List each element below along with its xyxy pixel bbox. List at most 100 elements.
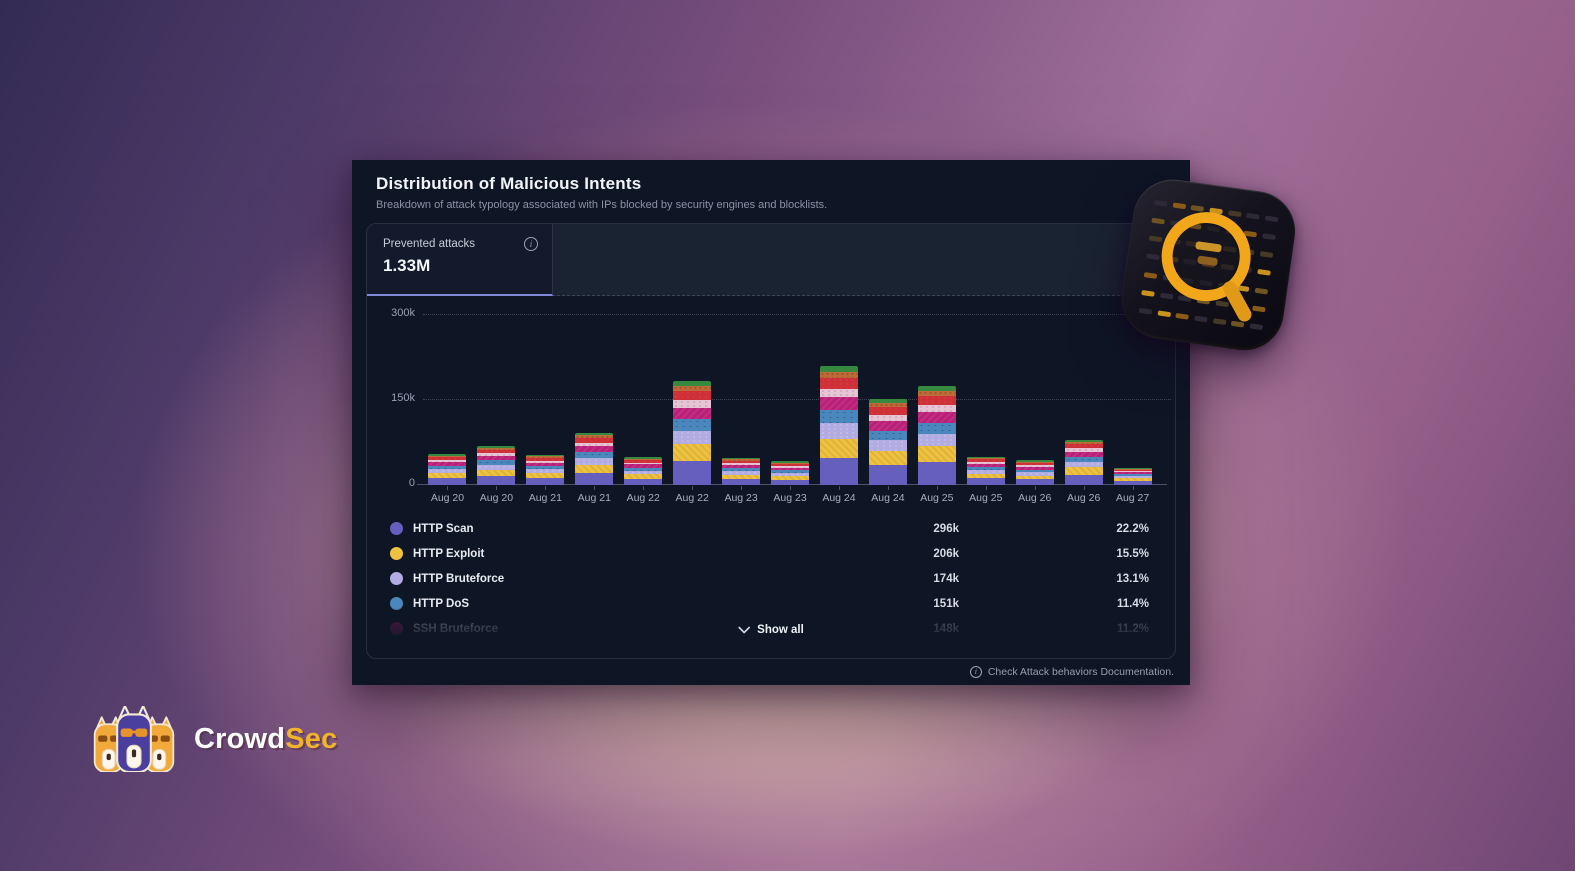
- bar-slot: Aug 20: [423, 296, 472, 504]
- tab-strip: Prevented attacks i 1.33M: [367, 224, 1175, 296]
- x-tick-label: Aug 23: [773, 492, 807, 504]
- stacked-bar-aug-26[interactable]: [1064, 439, 1103, 485]
- segment-other-red: [526, 457, 565, 461]
- x-axis-tick: [985, 486, 987, 490]
- segment-ssh-bruteforce: [1015, 466, 1054, 470]
- stacked-bar-aug-21[interactable]: [526, 454, 565, 485]
- stacked-bar-aug-27[interactable]: [1113, 467, 1152, 485]
- x-tick-label: Aug 20: [479, 492, 514, 504]
- segment-other-red: [575, 437, 614, 443]
- page-title: Distribution of Malicious Intents: [376, 174, 642, 193]
- stacked-bar-aug-20[interactable]: [428, 454, 467, 485]
- legend-row-http-dos[interactable]: HTTP DoS 151k 11.4%: [367, 591, 1175, 616]
- legend-row-http-exploit[interactable]: HTTP Exploit 206k 15.5%: [367, 541, 1175, 566]
- tab-prevented-attacks[interactable]: Prevented attacks i 1.33M: [367, 224, 553, 296]
- segment-other-pink: [722, 463, 761, 466]
- stacked-bar-aug-24[interactable]: [868, 398, 907, 485]
- stacked-bar-aug-22[interactable]: [673, 380, 712, 485]
- segment-http-bruteforce: [428, 469, 467, 474]
- segment-other-orange: [428, 455, 467, 458]
- segment-other-green: [624, 457, 663, 459]
- malicious-intents-card: Distribution of Malicious Intents Breakd…: [352, 160, 1190, 685]
- stacked-bar-aug-24[interactable]: [819, 365, 858, 485]
- info-icon[interactable]: i: [524, 237, 538, 251]
- segment-http-bruteforce: [1113, 476, 1152, 479]
- segment-ssh-bruteforce: [771, 467, 810, 471]
- stacked-bar-aug-25[interactable]: [966, 456, 1005, 485]
- stacked-bar-aug-25[interactable]: [917, 385, 956, 485]
- segment-http-scan: [477, 475, 516, 485]
- stacked-bar-aug-22[interactable]: [624, 457, 663, 485]
- bar-slot: Aug 26: [1010, 296, 1059, 504]
- documentation-link[interactable]: i Check Attack behaviors Documentation.: [969, 666, 1174, 678]
- stacked-bar-aug-21[interactable]: [575, 432, 614, 485]
- legend-dot-icon: [390, 622, 403, 635]
- legend-percent: 22.2%: [1116, 522, 1149, 535]
- stacked-bar-aug-26[interactable]: [1015, 460, 1054, 485]
- segment-ssh-bruteforce: [1113, 472, 1152, 475]
- plot-area: Aug 20 Aug 20 Aug 21 Aug 21 Aug 22 Aug 22 Aug …: [417, 296, 1171, 504]
- segment-http-bruteforce: [575, 457, 614, 465]
- segment-http-bruteforce: [966, 470, 1005, 474]
- bar-slot: Aug 25: [961, 296, 1010, 504]
- info-icon: i: [969, 666, 982, 678]
- bar-slots: Aug 20 Aug 20 Aug 21 Aug 21 Aug 22 Aug 22 Aug …: [423, 296, 1157, 504]
- segment-other-orange: [575, 435, 614, 438]
- segment-http-scan: [917, 462, 956, 485]
- bar-slot: Aug 23: [717, 296, 766, 504]
- segment-http-dos: [771, 470, 810, 473]
- segment-ssh-bruteforce: [819, 396, 858, 411]
- segment-other-orange: [1064, 442, 1103, 445]
- segment-other-pink: [477, 453, 516, 456]
- x-axis-tick: [1083, 486, 1085, 490]
- segment-other-red: [1015, 463, 1054, 466]
- stacked-bar-aug-20[interactable]: [477, 445, 516, 485]
- legend-row-http-scan[interactable]: HTTP Scan 296k 22.2%: [367, 516, 1175, 541]
- segment-http-exploit: [428, 473, 467, 478]
- segment-other-pink: [917, 404, 956, 412]
- segment-ssh-bruteforce: [624, 464, 663, 468]
- x-tick-label: Aug 26: [1018, 492, 1052, 504]
- chart-panel: Prevented attacks i 1.33M 300k 150k 0 Au…: [366, 223, 1176, 659]
- x-axis-tick: [692, 486, 694, 490]
- segment-http-scan: [868, 465, 907, 485]
- bar-slot: Aug 24: [815, 296, 864, 504]
- x-axis-tick: [545, 486, 547, 490]
- segment-http-dos: [575, 451, 614, 458]
- stacked-bar-aug-23[interactable]: [771, 461, 810, 485]
- segment-http-scan: [526, 478, 565, 485]
- segment-http-exploit: [917, 446, 956, 463]
- legend-percent: 15.5%: [1116, 547, 1149, 560]
- crowdsec-mascot-icon: [93, 706, 175, 772]
- segment-other-green: [575, 432, 614, 436]
- segment-other-red: [1113, 469, 1152, 472]
- segment-other-pink: [966, 461, 1005, 464]
- segment-other-pink: [819, 388, 858, 397]
- stacked-bar-aug-23[interactable]: [722, 457, 761, 485]
- segment-http-dos: [722, 468, 761, 472]
- show-all-button[interactable]: Show all: [738, 624, 804, 636]
- legend-value: 148k: [933, 622, 959, 635]
- x-tick-label: Aug 20: [430, 492, 465, 504]
- segment-other-orange: [917, 390, 956, 396]
- segment-http-bruteforce: [722, 471, 761, 475]
- x-tick-label: Aug 22: [675, 492, 709, 504]
- segment-other-red: [868, 407, 907, 416]
- segment-other-green: [526, 454, 565, 457]
- bar-slot: Aug 21: [570, 296, 619, 504]
- bar-slot: Aug 23: [766, 296, 815, 504]
- legend-row-http-bruteforce[interactable]: HTTP Bruteforce 174k 13.1%: [367, 566, 1175, 591]
- segment-other-red: [917, 395, 956, 405]
- x-axis-tick: [1034, 486, 1036, 490]
- bar-slot: Aug 21: [521, 296, 570, 504]
- crowdsec-wordmark: CrowdSec: [194, 722, 338, 755]
- segment-http-exploit: [1015, 475, 1054, 480]
- segment-http-scan: [1113, 481, 1152, 485]
- segment-http-dos: [624, 467, 663, 471]
- segment-other-pink: [428, 460, 467, 463]
- bar-slot: Aug 27: [1108, 296, 1157, 504]
- prevented-attacks-value: 1.33M: [383, 256, 431, 275]
- segment-ssh-bruteforce: [526, 462, 565, 467]
- chevron-down-icon: [738, 626, 750, 634]
